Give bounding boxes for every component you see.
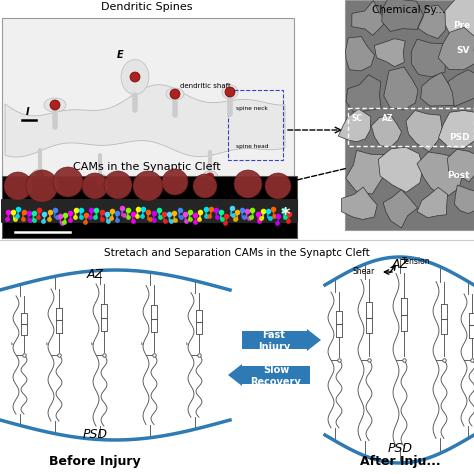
Text: k: k: [46, 342, 48, 346]
Text: PSD: PSD: [449, 134, 470, 143]
Ellipse shape: [222, 85, 238, 99]
Circle shape: [170, 89, 180, 99]
Text: Shear: Shear: [353, 266, 375, 275]
Text: Dendritic Spines: Dendritic Spines: [101, 2, 193, 12]
Text: Chemical Sy...: Chemical Sy...: [373, 5, 446, 15]
Text: k: k: [186, 342, 189, 346]
Text: Tension: Tension: [402, 257, 430, 266]
Bar: [2, 18, 294, 193]
Text: I: I: [26, 107, 30, 117]
Polygon shape: [417, 152, 464, 199]
Text: PSD: PSD: [82, 428, 108, 441]
Text: Post: Post: [447, 171, 470, 180]
Circle shape: [4, 172, 32, 200]
Ellipse shape: [202, 171, 218, 183]
Text: k: k: [141, 342, 144, 346]
Ellipse shape: [44, 98, 66, 112]
Circle shape: [36, 171, 44, 179]
Polygon shape: [383, 190, 418, 228]
Text: After Inju...: After Inju...: [360, 455, 440, 468]
Polygon shape: [411, 39, 446, 77]
Circle shape: [130, 72, 140, 82]
Circle shape: [206, 173, 214, 181]
Circle shape: [26, 170, 58, 202]
Polygon shape: [382, 0, 423, 31]
FancyArrow shape: [228, 364, 310, 386]
Text: SV: SV: [456, 46, 470, 55]
Polygon shape: [406, 110, 442, 152]
Ellipse shape: [32, 169, 48, 181]
Polygon shape: [447, 149, 474, 182]
Bar: [348, 108, 474, 146]
Polygon shape: [448, 70, 474, 107]
Text: CAMs in the Synaptic Cleft: CAMs in the Synaptic Cleft: [73, 162, 221, 172]
Circle shape: [162, 169, 188, 195]
Polygon shape: [445, 0, 474, 42]
Text: SC: SC: [352, 113, 363, 122]
Polygon shape: [346, 36, 374, 71]
Bar: [228, 90, 283, 160]
FancyBboxPatch shape: [1, 199, 298, 223]
Polygon shape: [346, 75, 381, 113]
Polygon shape: [342, 187, 377, 219]
Bar: [345, 0, 474, 230]
Polygon shape: [338, 109, 371, 142]
Text: Pre: Pre: [453, 20, 470, 29]
Text: Stretach and Separation CAMs in the Synaptc Cleft: Stretach and Separation CAMs in the Syna…: [104, 248, 370, 258]
Text: spine head: spine head: [236, 144, 268, 149]
Polygon shape: [438, 110, 474, 149]
Polygon shape: [346, 150, 388, 194]
Text: *: *: [280, 206, 290, 224]
Polygon shape: [420, 73, 454, 106]
Text: spine neck: spine neck: [236, 106, 268, 111]
Polygon shape: [455, 185, 474, 214]
Text: Slow
Recovery: Slow Recovery: [251, 365, 301, 387]
Circle shape: [50, 100, 60, 110]
Circle shape: [234, 170, 262, 198]
Polygon shape: [352, 0, 388, 36]
Circle shape: [96, 176, 104, 184]
Circle shape: [265, 173, 291, 199]
Text: k: k: [91, 342, 93, 346]
Circle shape: [82, 173, 108, 199]
Text: E: E: [117, 50, 123, 60]
Polygon shape: [384, 67, 418, 110]
Polygon shape: [418, 5, 446, 38]
Polygon shape: [5, 85, 285, 157]
Circle shape: [193, 174, 217, 198]
Polygon shape: [417, 187, 447, 218]
Polygon shape: [378, 147, 423, 192]
Text: dendritic shaft: dendritic shaft: [180, 83, 230, 89]
Bar: [2, 176, 297, 238]
FancyArrow shape: [242, 329, 321, 351]
Circle shape: [133, 171, 163, 201]
Circle shape: [104, 171, 132, 199]
Circle shape: [225, 87, 235, 97]
Text: AZ: AZ: [392, 258, 409, 271]
Polygon shape: [438, 27, 474, 70]
Text: PSD: PSD: [388, 442, 412, 455]
Ellipse shape: [121, 60, 149, 94]
Text: Fast
Injury: Fast Injury: [258, 330, 290, 352]
Text: AZ: AZ: [86, 268, 103, 281]
Text: AZ: AZ: [382, 113, 393, 122]
Ellipse shape: [92, 174, 108, 186]
Polygon shape: [374, 39, 405, 67]
Text: k: k: [11, 342, 13, 346]
Ellipse shape: [166, 88, 184, 100]
Text: Before Injury: Before Injury: [49, 455, 141, 468]
Polygon shape: [371, 115, 401, 147]
Circle shape: [53, 167, 83, 197]
